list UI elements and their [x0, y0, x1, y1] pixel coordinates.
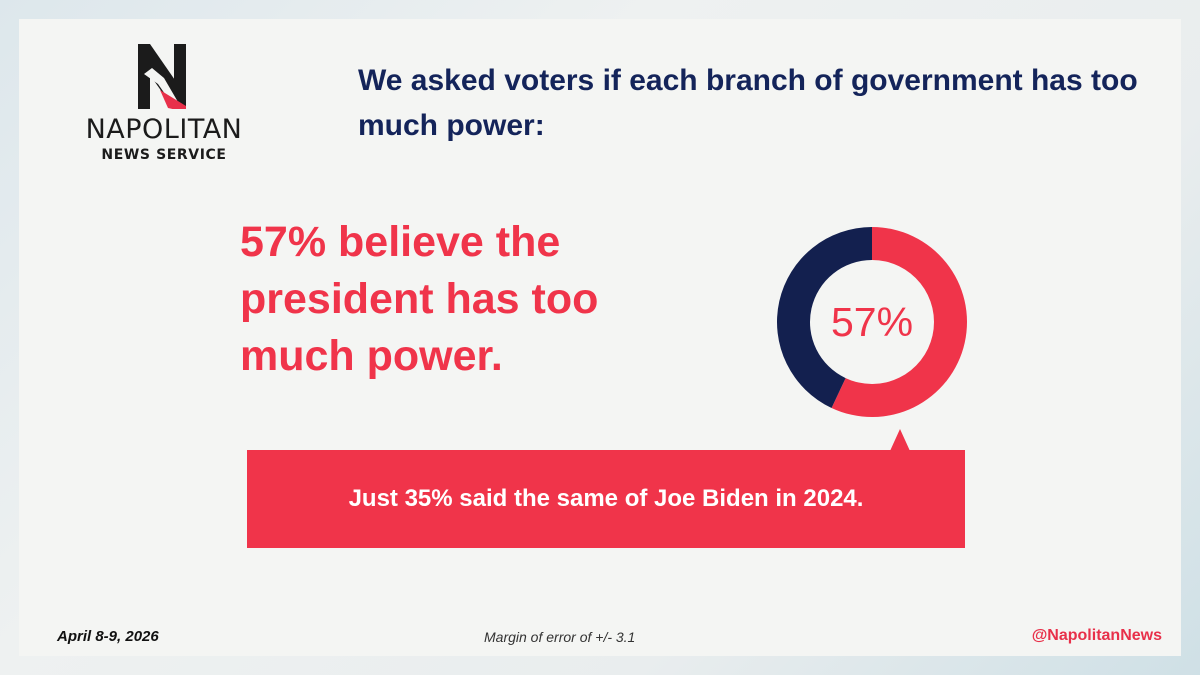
brand-logo: NAPOLITAN NEWS SERVICE: [66, 44, 266, 169]
donut-center-label: 57%: [831, 299, 913, 345]
brand-subtitle: NEWS SERVICE: [101, 147, 227, 163]
callout: Just 35% said the same of Joe Biden in 2…: [247, 429, 967, 549]
big-stat-text: 57% believe the president has too much p…: [240, 218, 599, 380]
headline: We asked voters if each branch of govern…: [358, 64, 1138, 142]
margin-of-error: Margin of error of +/- 3.1: [484, 629, 636, 645]
callout-pointer: [890, 429, 910, 451]
donut-chart: 57%: [776, 227, 967, 417]
poll-date: April 8-9, 2026: [57, 628, 159, 645]
napolitan-n-icon: [138, 44, 186, 109]
callout-text: Just 35% said the same of Joe Biden in 2…: [348, 485, 864, 512]
social-handle[interactable]: @NapolitanNews: [1031, 627, 1162, 644]
donut-slice-1: [776, 227, 872, 408]
brand-name: NAPOLITAN: [85, 114, 243, 145]
callout-box: [247, 450, 965, 548]
donut-slice-0: [831, 227, 967, 417]
infographic-card: [19, 19, 1181, 656]
